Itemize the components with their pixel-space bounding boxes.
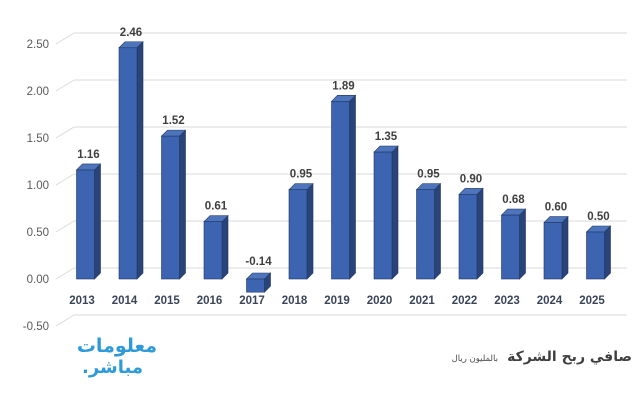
bar — [458, 194, 478, 280]
bar-side-face — [221, 214, 229, 280]
bar-side-face — [94, 163, 101, 280]
x-category-label: 2013 — [69, 295, 95, 307]
x-category-label: 2025 — [579, 295, 605, 307]
gridline-depth-leader — [55, 173, 75, 186]
bar-value-label: 0.60 — [545, 202, 567, 214]
mubasher-logo-line2: مباشر. — [82, 357, 144, 378]
bar — [288, 189, 308, 280]
y-tick-label: 2.00 — [27, 86, 49, 98]
bar-value-label: 0.61 — [205, 201, 228, 213]
bar-side-face — [434, 182, 441, 280]
mubasher-logo: معلومات مباشر. — [62, 335, 158, 379]
x-category-label: 2018 — [282, 295, 308, 307]
bar-value-label: 1.35 — [375, 131, 398, 143]
chart-title-text: صافي ربح الشركة — [507, 349, 632, 365]
gridline-depth-leader — [55, 79, 75, 92]
bar-value-label: 0.50 — [587, 211, 609, 223]
bar-side-face — [179, 129, 186, 280]
gridline-depth-leader — [55, 314, 75, 327]
mubasher-logo-line1: معلومات — [76, 335, 158, 357]
x-category-label: 2015 — [154, 295, 180, 307]
bar — [501, 214, 520, 280]
bar-value-label: 0.95 — [417, 169, 440, 181]
bar — [203, 221, 223, 280]
chart-title-unit: بالمليون ريال — [451, 354, 498, 364]
y-tick-label: 1.50 — [27, 133, 49, 145]
bar — [118, 47, 138, 280]
y-tick-label: 1.00 — [27, 180, 49, 192]
bar-side-face — [561, 215, 569, 280]
bar-value-label: -0.14 — [245, 256, 272, 268]
bar-side-face — [519, 208, 526, 280]
y-tick-label: 0.50 — [27, 227, 49, 239]
bar-side-face — [349, 94, 356, 280]
bar-value-label: 1.52 — [162, 115, 184, 127]
bar-side-face — [476, 187, 484, 280]
bar-side-face — [604, 225, 611, 280]
bar-side-face — [391, 145, 399, 280]
x-category-label: 2023 — [494, 295, 520, 307]
bar-value-label: 0.95 — [290, 169, 313, 181]
bar — [246, 278, 265, 293]
bar-value-label: 1.16 — [77, 149, 99, 161]
x-category-label: 2021 — [409, 295, 435, 307]
x-category-label: 2017 — [239, 295, 265, 307]
gridline-depth-leader — [55, 32, 75, 45]
bar-side-face — [306, 182, 314, 280]
bar — [331, 101, 350, 280]
x-category-label: 2022 — [452, 295, 478, 307]
bar — [543, 222, 563, 280]
bar-value-label: 0.90 — [460, 173, 482, 185]
y-tick-label: -0.50 — [23, 321, 49, 333]
gridline-depth-leader — [55, 220, 75, 233]
bar — [586, 231, 605, 280]
x-category-label: 2019 — [324, 295, 350, 307]
x-category-label: 2020 — [367, 295, 393, 307]
bar-value-label: 2.46 — [120, 27, 142, 39]
x-category-label: 2024 — [537, 295, 563, 307]
bar — [161, 135, 180, 280]
bar-side-face — [136, 41, 144, 280]
y-tick-label: 0.00 — [27, 274, 49, 286]
bar — [416, 189, 435, 280]
gridline-depth-leader — [55, 126, 75, 139]
bar — [373, 151, 393, 280]
x-category-label: 2014 — [112, 295, 138, 307]
y-tick-label: 2.50 — [27, 39, 49, 51]
gridline-depth-leader — [55, 267, 75, 280]
bar-value-label: 0.68 — [502, 194, 525, 206]
bar-value-label: 1.89 — [332, 80, 354, 92]
bar — [76, 169, 95, 280]
x-category-label: 2016 — [197, 295, 223, 307]
chart-title: صافي ربح الشركة بالمليون ريال — [452, 346, 632, 365]
